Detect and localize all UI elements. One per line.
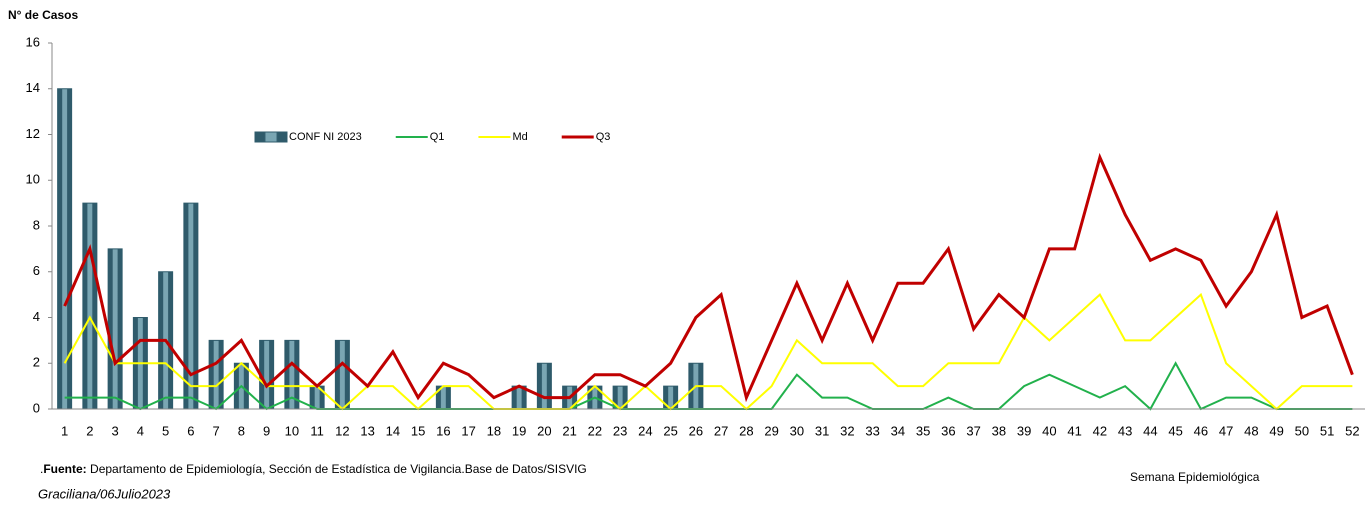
x-tick-label: 51 xyxy=(1320,423,1334,438)
x-tick-label: 4 xyxy=(137,423,144,438)
x-tick-label: 26 xyxy=(689,423,703,438)
x-tick-label: 3 xyxy=(112,423,119,438)
legend-label: CONF NI 2023 xyxy=(289,131,362,143)
x-tick-label: 43 xyxy=(1118,423,1132,438)
x-tick-label: 5 xyxy=(162,423,169,438)
x-tick-label: 27 xyxy=(714,423,728,438)
x-tick-label: 28 xyxy=(739,423,753,438)
x-tick-label: 1 xyxy=(61,423,68,438)
x-tick-label: 45 xyxy=(1168,423,1182,438)
x-tick-label: 11 xyxy=(310,423,324,438)
x-tick-label: 40 xyxy=(1042,423,1056,438)
x-tick-label: 41 xyxy=(1067,423,1081,438)
source-text: Departamento de Epidemiología, Sección d… xyxy=(87,462,587,476)
x-tick-label: 25 xyxy=(663,423,677,438)
x-tick-label: 50 xyxy=(1295,423,1309,438)
source-label: Fuente: xyxy=(43,462,86,476)
x-tick-label: 23 xyxy=(613,423,627,438)
x-tick-label: 48 xyxy=(1244,423,1258,438)
bar xyxy=(208,339,224,410)
source: .Fuente: Departamento de Epidemiología, … xyxy=(40,462,587,476)
x-tick-label: 38 xyxy=(992,423,1006,438)
x-tick-label: 2 xyxy=(86,423,93,438)
y-tick-label: 4 xyxy=(33,309,40,324)
bar xyxy=(107,248,123,410)
x-tick-label: 22 xyxy=(588,423,602,438)
x-tick-label: 32 xyxy=(840,423,854,438)
y-tick-label: 14 xyxy=(26,80,40,95)
line xyxy=(63,152,1354,403)
x-tick-label: 42 xyxy=(1093,423,1107,438)
legend-label: Q1 xyxy=(430,131,445,143)
author: Graciliana/06Julio2023 xyxy=(38,486,171,501)
y-tick-label: 16 xyxy=(26,34,40,49)
x-tick-label: 21 xyxy=(562,423,576,438)
x-tick-label: 6 xyxy=(187,423,194,438)
legend-swatch xyxy=(254,131,288,143)
x-tick-label: 37 xyxy=(966,423,980,438)
x-tick-label: 8 xyxy=(238,423,245,438)
x-tick-label: 49 xyxy=(1269,423,1283,438)
x-axis-label: Semana Epidemiológica xyxy=(1130,470,1260,484)
line xyxy=(63,292,1353,411)
legend-label: Q3 xyxy=(596,131,611,143)
x-tick-label: 33 xyxy=(865,423,879,438)
bar xyxy=(536,362,552,410)
legend-label: Md xyxy=(512,131,527,143)
x-tick-label: 13 xyxy=(360,423,374,438)
bar xyxy=(334,339,350,410)
x-tick-label: 35 xyxy=(916,423,930,438)
y-tick-label: 2 xyxy=(33,355,40,370)
x-tick-label: 30 xyxy=(790,423,804,438)
x-tick-label: 19 xyxy=(512,423,526,438)
y-tick-label: 10 xyxy=(26,172,40,187)
x-tick-label: 7 xyxy=(213,423,220,438)
y-tick-label: 8 xyxy=(33,217,40,232)
y-tick-label: 0 xyxy=(33,400,40,415)
y-axis-label: N° de Casos xyxy=(8,8,78,22)
bar xyxy=(82,202,98,410)
y-tick-label: 6 xyxy=(33,263,40,278)
bar xyxy=(57,88,73,410)
x-tick-label: 17 xyxy=(461,423,475,438)
x-tick-label: 24 xyxy=(638,423,652,438)
x-tick-label: 10 xyxy=(285,423,299,438)
x-tick-label: 47 xyxy=(1219,423,1233,438)
x-tick-label: 20 xyxy=(537,423,551,438)
x-tick-label: 9 xyxy=(263,423,270,438)
bar xyxy=(183,202,199,410)
x-tick-label: 29 xyxy=(764,423,778,438)
source-prefix: . xyxy=(40,462,43,476)
x-tick-label: 31 xyxy=(815,423,829,438)
x-tick-label: 44 xyxy=(1143,423,1157,438)
x-tick-label: 12 xyxy=(335,423,349,438)
x-tick-label: 36 xyxy=(941,423,955,438)
x-tick-label: 34 xyxy=(891,423,905,438)
x-tick-label: 16 xyxy=(436,423,450,438)
x-tick-label: 18 xyxy=(487,423,501,438)
x-tick-label: 14 xyxy=(386,423,400,438)
x-tick-label: 39 xyxy=(1017,423,1031,438)
y-tick-label: 12 xyxy=(26,126,40,141)
x-tick-label: 15 xyxy=(411,423,425,438)
x-tick-label: 46 xyxy=(1194,423,1208,438)
x-tick-label: 52 xyxy=(1345,423,1359,438)
